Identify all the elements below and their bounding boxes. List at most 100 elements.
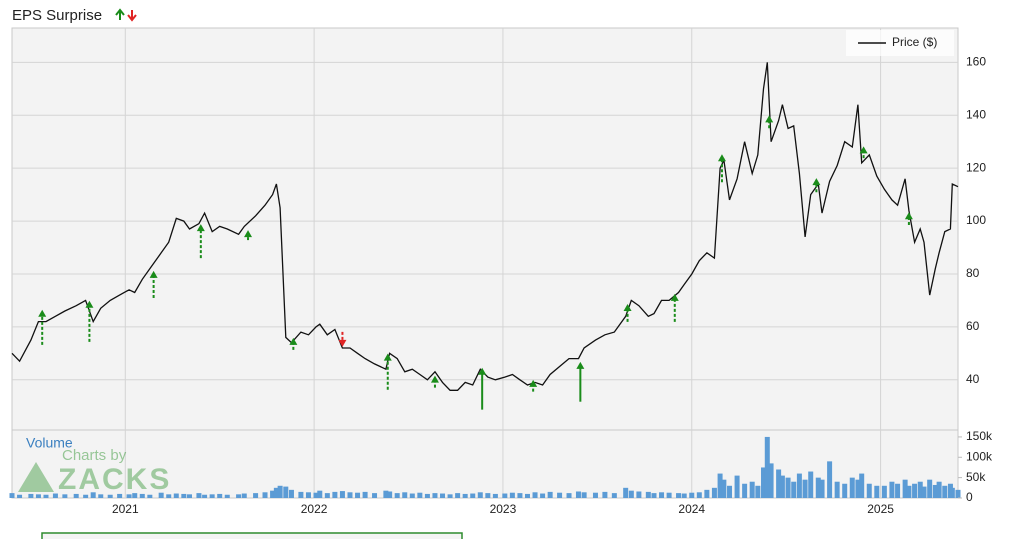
volume-bar [202,494,208,498]
volume-bar [17,494,23,498]
volume-bar [283,486,289,498]
volume-bar [132,493,138,498]
volume-bar [676,493,682,498]
volume-bar [107,494,113,498]
volume-bar [324,493,330,498]
y-tick-label: 100 [966,213,986,227]
volume-bar [932,484,938,498]
eps-arrow-head [859,146,868,154]
x-tick-label: 2024 [678,502,705,516]
y-tick-label: 120 [966,160,986,174]
x-tick-label: 2021 [112,502,139,516]
volume-bar [117,493,123,498]
volume-bar [241,493,247,498]
volume-bar [28,493,34,498]
eps-arrow-head [478,367,487,375]
volume-bar [447,494,453,498]
volume-bar [62,494,68,498]
eps-arrow [244,230,253,241]
y-tick-label: 160 [966,55,986,69]
y2-tick-label: 100k [966,449,993,463]
volume-bar [181,493,187,498]
eps-arrow-head [717,154,726,162]
volume-bar [509,492,515,498]
eps-arrow-head [244,230,253,238]
y-tick-label: 40 [966,372,980,386]
volume-bar [912,483,918,498]
eps-arrow [859,146,868,159]
volume-bar [424,493,430,498]
volume-bar [455,493,461,498]
volume-bar [347,492,353,498]
volume-bar [727,485,733,498]
volume-bar [462,493,468,498]
volume-bar [815,477,821,498]
volume-bar [517,493,523,498]
eps-arrow-head [196,224,205,232]
eps-arrow-head [38,309,47,317]
volume-bar [764,436,770,498]
volume-bar [540,493,546,498]
volume-bar [557,492,563,498]
eps-arrow [149,270,158,299]
eps-arrow [765,115,774,129]
volume-bar [623,487,629,498]
volume-bar [749,481,755,498]
volume-bar [927,479,933,498]
volume-bar [332,491,338,498]
volume-bar [755,485,761,498]
legend-label: Price ($) [892,35,937,49]
volume-bar [492,493,498,498]
eps-arrow [289,337,298,350]
volume-bar [611,493,617,498]
watermark-brand: ZACKS [58,463,171,496]
volume-bar [602,491,608,498]
volume-bar [288,489,294,498]
volume-bar [566,493,572,498]
eps-arrow [717,154,726,183]
volume-bar [949,487,955,498]
volume-bar [636,491,642,498]
volume-bar [409,493,415,498]
volume-bar [209,494,215,498]
volume-bar [477,492,483,498]
volume-bar [689,492,695,498]
volume-bar [362,491,368,498]
x-tick-label: 2025 [867,502,894,516]
volume-bar [432,493,438,498]
watermark-small: Charts by [62,447,127,464]
volume-bar [849,477,855,498]
volume-bar [859,473,865,498]
volume-bar [581,492,587,498]
volume-bar [270,490,276,498]
volume-bar [889,481,895,498]
eps-arrow [904,212,913,226]
volume-bar [734,475,740,498]
volume-bar [921,486,927,498]
volume-bar [35,494,41,498]
volume-bar [224,494,230,498]
eps-arrow-head [383,353,392,361]
eps-arrow [383,353,392,390]
up-icon [115,8,125,20]
eps-arrow [338,331,347,347]
volume-bar [298,491,304,498]
volume-label: Volume [26,435,73,451]
volume-bar [819,479,825,498]
volume-bar [417,492,423,498]
volume-bar [645,491,651,498]
eps-arrow-head [430,375,439,383]
volume-bar [394,493,400,498]
volume-bar [827,461,833,498]
volume-bar [83,494,89,498]
volume-bar [126,494,132,498]
down-icon [127,10,137,22]
y2-tick-label: 50k [966,470,986,484]
eps-arrow-head [670,293,679,301]
eps-arrow-head [338,339,347,347]
volume-bar [936,481,942,498]
volume-bar [776,469,782,498]
volume-bar [796,473,802,498]
